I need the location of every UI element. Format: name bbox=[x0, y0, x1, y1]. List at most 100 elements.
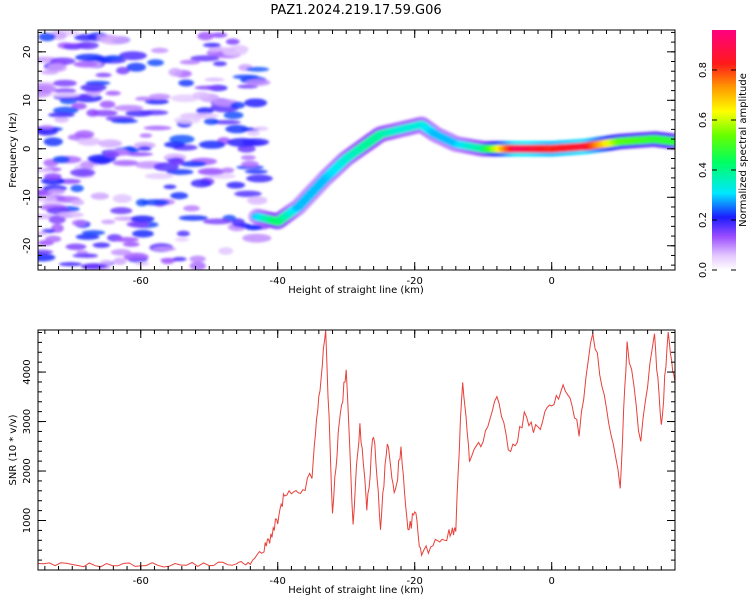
heatmap-noise-cell bbox=[245, 66, 270, 72]
heatmap-noise-cell bbox=[190, 55, 220, 62]
heatmap-noise-cell bbox=[140, 109, 169, 116]
x-tick-label: 0 bbox=[549, 576, 555, 587]
heatmap-noise-cell bbox=[73, 61, 98, 68]
heatmap-noise-cell bbox=[39, 125, 54, 130]
heatmap-noise-cell bbox=[50, 92, 81, 98]
heatmap-y-axis: 20 10 0 -10 -20 bbox=[22, 31, 675, 266]
heatmap-noise-cell bbox=[152, 246, 177, 252]
heatmap-noise-cell bbox=[71, 199, 85, 206]
snr-y-axis: 1000 2000 3000 4000 bbox=[22, 331, 675, 561]
colorbar-label: Normalized spectral amplitude bbox=[738, 73, 749, 227]
x-tick-label: -40 bbox=[270, 576, 286, 587]
y-tick-label: 3000 bbox=[22, 409, 33, 434]
heatmap-noise-cell bbox=[241, 160, 259, 168]
heatmap-noise-cell bbox=[132, 229, 154, 238]
heatmap-noise-cell bbox=[163, 184, 177, 190]
heatmap-noise-cell bbox=[202, 218, 232, 225]
heatmap-noise-cell bbox=[148, 93, 171, 100]
heatmap-noise-cell bbox=[153, 162, 179, 172]
heatmap-noise-cell bbox=[176, 230, 190, 237]
heatmap-noise-cell bbox=[253, 126, 269, 131]
heatmap-noise-cell bbox=[223, 111, 244, 120]
heatmap-noise-cell bbox=[53, 106, 79, 115]
heatmap-noise-cell bbox=[43, 137, 63, 147]
heatmap-noise-cell bbox=[168, 157, 185, 166]
heatmap-noise-cell bbox=[52, 79, 77, 87]
heatmap-noise-cell bbox=[198, 140, 226, 149]
heatmap-noise-cell bbox=[135, 261, 150, 266]
heatmap-noise-cell bbox=[112, 160, 139, 167]
y-tick-label: -20 bbox=[22, 238, 33, 254]
heatmap-noise-cell bbox=[169, 134, 195, 144]
heatmap-noise-cell bbox=[244, 98, 268, 108]
colorbar-tick-label: 0.4 bbox=[698, 162, 709, 178]
heatmap-noise-cell bbox=[59, 262, 83, 267]
heatmap-noise-cell bbox=[114, 237, 139, 243]
x-tick-label: -60 bbox=[133, 576, 149, 587]
x-tick-label: -60 bbox=[133, 276, 149, 287]
heatmap-noise-cell bbox=[144, 173, 174, 180]
heatmap-noise-cell bbox=[123, 252, 149, 262]
heatmap-noise-cell bbox=[75, 53, 104, 62]
x-tick-label: -40 bbox=[270, 276, 286, 287]
x-tick-label: 0 bbox=[549, 276, 555, 287]
x-tick-label: -20 bbox=[407, 276, 423, 287]
heatmap-noise-cell bbox=[135, 96, 152, 101]
heatmap-noise-cell bbox=[242, 233, 272, 243]
heatmap-noise-cell bbox=[57, 211, 84, 218]
heatmap-noise-cell bbox=[226, 181, 246, 189]
heatmap-noise-cell bbox=[72, 253, 99, 258]
heatmap-noise-cell bbox=[116, 66, 130, 75]
heatmap-noise-cell bbox=[141, 199, 170, 206]
heatmap-noise-cell bbox=[41, 228, 56, 234]
y-tick-label: 0 bbox=[22, 146, 33, 152]
heatmap-noise-cell bbox=[189, 261, 206, 270]
colorbar-gradient bbox=[712, 30, 736, 270]
heatmap-noise-cell bbox=[196, 107, 214, 115]
heatmap-noise-cell bbox=[38, 231, 47, 237]
heatmap-noise-cell bbox=[230, 101, 245, 109]
heatmap-noise-cell bbox=[47, 188, 65, 195]
snr-y-label: SNR (10 * v/v) bbox=[8, 414, 19, 485]
heatmap-noise-cell bbox=[189, 255, 206, 263]
heatmap-noise-cell bbox=[178, 215, 208, 221]
y-tick-label: 20 bbox=[22, 45, 33, 58]
heatmap-noise-cell bbox=[214, 47, 237, 52]
heatmap-noise-cell bbox=[172, 256, 187, 262]
heatmap-noise-cell bbox=[74, 130, 95, 139]
heatmap-panel: -60 -40 -20 0 20 10 0 -10 -20 Height of straigh… bbox=[8, 29, 676, 296]
heatmap-noise-cell bbox=[225, 38, 240, 45]
heatmap-noise-cell bbox=[143, 125, 172, 131]
heatmap-noise-cell bbox=[77, 137, 102, 146]
heatmap-noise-cell bbox=[99, 100, 116, 109]
heatmap-noise-cell bbox=[70, 184, 84, 193]
heatmap-noise-cell bbox=[246, 174, 273, 183]
figure-title: PAZ1.2024.219.17.59.G06 bbox=[270, 3, 441, 18]
heatmap-noise-cell bbox=[168, 67, 183, 77]
heatmap-noise-cell bbox=[104, 55, 123, 61]
heatmap-noise-cell bbox=[48, 215, 66, 224]
snr-frame bbox=[37, 329, 676, 571]
snr-series-line bbox=[38, 330, 675, 568]
heatmap-noise-cell bbox=[218, 247, 234, 255]
heatmap-noise-cell bbox=[54, 88, 76, 94]
heatmap-noise-cell bbox=[98, 139, 123, 148]
heatmap-noise-cell bbox=[203, 42, 221, 48]
heatmap-noise-cell bbox=[54, 116, 69, 123]
heatmap-noise-cell bbox=[244, 169, 268, 174]
heatmap-noise-cell bbox=[245, 79, 271, 86]
heatmap-noise-cell bbox=[170, 94, 200, 103]
heatmap-noise-cell bbox=[70, 168, 96, 177]
heatmap-x-label: Height of straight line (km) bbox=[288, 285, 424, 296]
heatmap-x-axis: -60 -40 -20 0 bbox=[44, 30, 676, 287]
heatmap-noise-cell bbox=[203, 117, 219, 125]
heatmap-noise-cell bbox=[173, 116, 201, 124]
heatmap-noise-cell bbox=[38, 253, 56, 262]
heatmap-noise-cell bbox=[75, 233, 100, 240]
heatmap-noise-cell bbox=[110, 207, 133, 215]
y-tick-label: 10 bbox=[22, 94, 33, 107]
heatmap-noise-cell bbox=[197, 168, 225, 176]
heatmap-noise-cell bbox=[71, 219, 88, 227]
heatmap-noise-cell bbox=[99, 259, 114, 266]
heatmap-noise-cell bbox=[232, 74, 259, 80]
